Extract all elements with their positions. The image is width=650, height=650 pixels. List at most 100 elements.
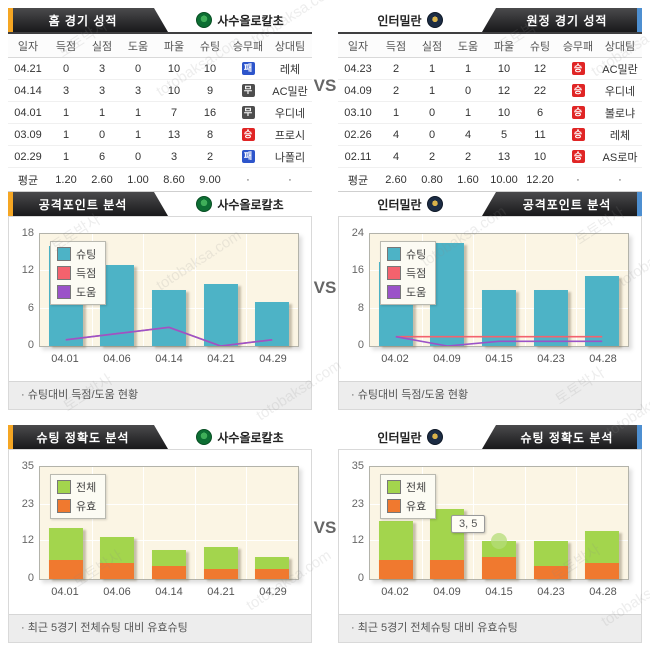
result-cell: 패 [228, 57, 268, 80]
away-attack-section: 인터밀란 공격포인트 분석 0 8 16 24 슈팅 득점 도움 04.02 04.09 04.1… [338, 192, 642, 410]
win-badge: 승 [571, 62, 585, 75]
cell: 1 [414, 57, 450, 80]
legend-item: 도움 [387, 284, 426, 300]
y-axis: 0 12 23 35 [11, 460, 39, 584]
legend-label: 유효 [76, 501, 97, 513]
tab-title: 슈팅 정확도 분석 [520, 430, 614, 445]
cell: 0 [414, 101, 450, 124]
legend-item: 도움 [57, 284, 96, 300]
home-team-label: 사수올로칼초 [168, 192, 312, 216]
opponent-cell: 프로시 [268, 123, 312, 146]
table-row: 04.09 2 1 0 12 22 승 우디네 [338, 79, 642, 102]
x-axis: 04.02 04.09 04.15 04.23 04.28 [369, 580, 629, 604]
cell: 10 [522, 145, 558, 168]
tab-title: 홈 경기 성적 [48, 13, 118, 28]
legend-swatch [57, 499, 71, 513]
opponent-cell: · [598, 167, 642, 192]
gridline [40, 270, 298, 272]
x-tick-label: 04.06 [103, 353, 131, 365]
result-cell: 승 [558, 79, 598, 102]
cell: 02.29 [8, 145, 48, 168]
bar-슈팅 [585, 276, 620, 346]
gridline [246, 467, 248, 579]
opponent-cell: AS로마 [598, 145, 642, 168]
win-badge: 승 [571, 106, 585, 119]
opponent-cell: 볼로냐 [598, 101, 642, 124]
away-record-header: 인터밀란 원정 경기 성적 [338, 8, 642, 32]
chart-caption: · 최근 5경기 전체슈팅 대비 유효슈팅 [9, 614, 311, 642]
legend-swatch [387, 285, 401, 299]
away-attack-header: 인터밀란 공격포인트 분석 [338, 192, 642, 216]
away-accuracy-panel: 0 12 23 35 전체 유효 3, 5 04.02 04.09 04.15 04.23 04.28… [338, 449, 642, 643]
bar-슈팅 [533, 290, 568, 346]
y-axis: 0 6 12 18 [11, 227, 39, 351]
home-record-header: 홈 경기 성적 사수올로칼초 [8, 8, 312, 32]
blue-accent-bar [637, 425, 642, 449]
legend-label: 슈팅 [406, 249, 427, 261]
opponent-cell: 나폴리 [268, 145, 312, 168]
result-cell: 패 [228, 145, 268, 168]
x-tick-label: 04.01 [51, 586, 79, 598]
y-tick-label: 0 [27, 339, 34, 351]
x-tick-label: 04.09 [433, 586, 461, 598]
cell: 10.00 [486, 167, 522, 192]
team-name: 사수올로칼초 [217, 13, 284, 28]
vs-label: VS [313, 518, 337, 537]
x-tick-label: 04.28 [589, 586, 617, 598]
bar-유효 [533, 566, 568, 579]
cell: 8.60 [156, 167, 192, 192]
chart-caption: · 슈팅대비 득점/도움 현황 [9, 381, 311, 409]
x-tick-label: 04.06 [103, 586, 131, 598]
cell: 평균 [8, 167, 48, 192]
team-name: 인터밀란 [377, 197, 422, 212]
chart-caption: · 슈팅대비 득점/도움 현황 [339, 381, 641, 409]
table-row: 04.14 3 3 3 10 9 무 AC밀란 [8, 79, 312, 102]
value-tooltip: 3, 5 [451, 514, 486, 533]
cell: 8 [192, 123, 228, 146]
cell: 0 [450, 79, 486, 102]
bar-슈팅 [481, 290, 517, 346]
cell: 10 [192, 57, 228, 80]
blue-accent-bar [637, 8, 642, 32]
opponent-cell: · [268, 167, 312, 192]
gridline [194, 467, 196, 579]
gridline [370, 504, 628, 506]
away-accuracy-header: 인터밀란 슈팅 정확도 분석 [338, 425, 642, 449]
y-tick-label: 0 [27, 572, 34, 584]
sassuolo-logo-icon [196, 196, 213, 212]
cell: 1 [120, 101, 156, 124]
x-tick-label: 04.02 [381, 586, 409, 598]
chart-caption: · 최근 5경기 전체슈팅 대비 유효슈팅 [339, 614, 641, 642]
away-accuracy-chart: 0 12 23 35 전체 유효 3, 5 04.02 04.09 04.15 04.23 04.28 [339, 450, 641, 614]
x-tick-label: 04.01 [51, 353, 79, 365]
x-tick-label: 04.14 [155, 586, 183, 598]
bar-유효 [481, 556, 517, 579]
result-cell: · [228, 167, 268, 192]
home-record-table: 일자 득점 실점 도움 파울 슈팅 승무패 상대팀 04.21 0 3 0 10 10 패 레체 04.14 3 3… [8, 32, 312, 192]
legend-label: 도움 [406, 287, 427, 299]
away-record-section: 인터밀란 원정 경기 성적 일자 득점 실점 도움 파울 슈팅 승무패 상대팀 04.23 2 1 1… [338, 8, 642, 192]
gridline [370, 270, 628, 272]
home-attack-panel: 0 6 12 18 슈팅 득점 도움 04.01 04.06 04.14 04.21 04.29 · … [8, 216, 312, 410]
legend-label: 유효 [406, 501, 427, 513]
cell: 2 [414, 145, 450, 168]
header-row: 일자 득점 실점 도움 파울 슈팅 승무패 상대팀 [338, 33, 642, 58]
cell: 9.00 [192, 167, 228, 192]
cell: 3 [156, 145, 192, 168]
result-cell: · [558, 167, 598, 192]
bar-슈팅 [203, 283, 238, 346]
legend-swatch [57, 285, 71, 299]
draw-badge: 무 [241, 84, 255, 97]
away-record-table: 일자 득점 실점 도움 파울 슈팅 승무패 상대팀 04.23 2 1 1 10 12 승 AC밀란 04.09… [338, 32, 642, 192]
cell: 04.23 [338, 57, 378, 80]
cell: 2 [378, 79, 414, 102]
x-axis: 04.02 04.09 04.15 04.23 04.28 [369, 347, 629, 371]
cell: 4 [378, 123, 414, 146]
team-name: 사수올로칼초 [217, 430, 284, 445]
cell: 22 [522, 79, 558, 102]
cell: 04.01 [8, 101, 48, 124]
result-cell: 승 [558, 101, 598, 124]
table-row: 04.01 1 1 1 7 16 무 우디네 [8, 101, 312, 124]
cell: 1.00 [120, 167, 156, 192]
cell: 2.60 [378, 167, 414, 192]
